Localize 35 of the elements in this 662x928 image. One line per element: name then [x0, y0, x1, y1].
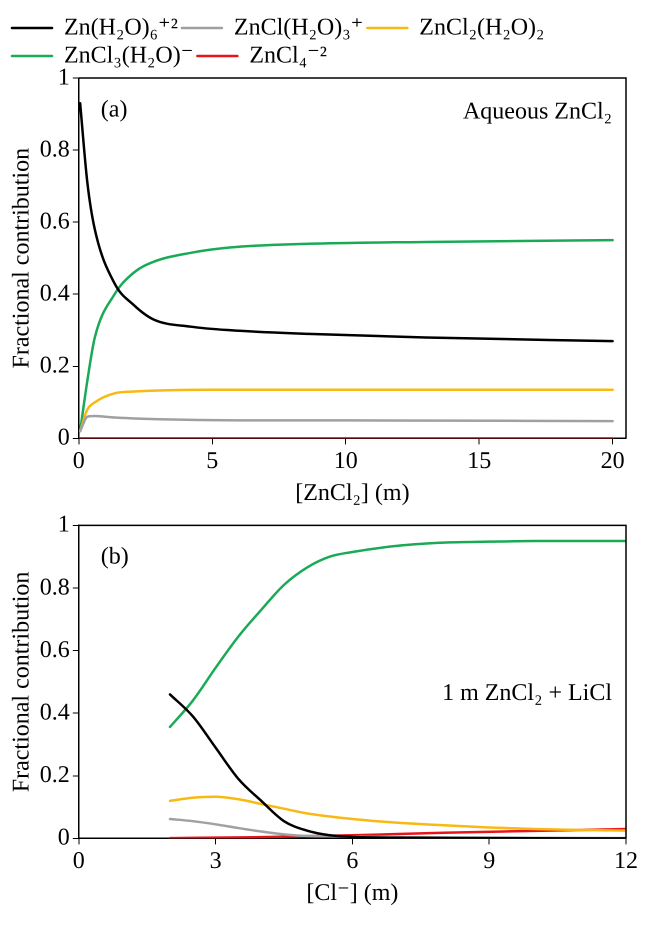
- x-tick-label: 9: [483, 848, 496, 874]
- line-series: [78, 238, 614, 432]
- legend-label: Zn(H₂O)₆⁺²: [64, 14, 178, 40]
- y-tick-label: 0.6: [40, 636, 70, 663]
- x-tick-label: 12: [614, 848, 638, 874]
- y-tick-label: 0.4: [40, 699, 70, 726]
- y-tick-label: 0.2: [40, 352, 70, 379]
- x-tick-label: 15: [467, 448, 492, 474]
- annotation: (b): [100, 544, 129, 570]
- legend-label: ZnCl₄⁻²: [249, 42, 327, 68]
- line-series: [168, 540, 626, 728]
- y-tick-label: 0: [58, 824, 70, 851]
- x-tick-label: 3: [210, 848, 222, 874]
- x-tick-label: 10: [334, 448, 358, 474]
- x-tick-label: 5: [206, 448, 218, 474]
- line-series: [168, 796, 626, 832]
- y-tick-label: 1: [58, 512, 70, 538]
- x-axis-title: [Cl⁻] (m): [306, 880, 398, 906]
- y-axis-title: Fractional contribution: [8, 148, 35, 369]
- y-tick-label: 0.2: [40, 762, 70, 788]
- y-tick-label: 0.6: [40, 208, 70, 234]
- annotation: (a): [100, 96, 128, 122]
- y-axis-title: Fractional contribution: [8, 572, 35, 792]
- y-tick-label: 0.8: [40, 136, 70, 162]
- y-tick-label: 0.8: [40, 574, 70, 600]
- y-tick-label: 0.4: [40, 280, 70, 307]
- legend-label: ZnCl(H₂O)₃⁺: [234, 14, 364, 40]
- annotation: Aqueous ZnCl₂: [462, 98, 612, 124]
- y-tick-label: 0: [58, 424, 70, 451]
- line-series: [78, 414, 614, 432]
- x-tick-label: 20: [600, 448, 625, 474]
- annotation: 1 m ZnCl₂ + LiCl: [442, 680, 612, 706]
- x-tick-label: 6: [346, 848, 358, 874]
- x-axis-title: [ZnCl₂] (m): [295, 480, 410, 506]
- legend-label: ZnCl₂(H₂O)₂: [419, 14, 544, 40]
